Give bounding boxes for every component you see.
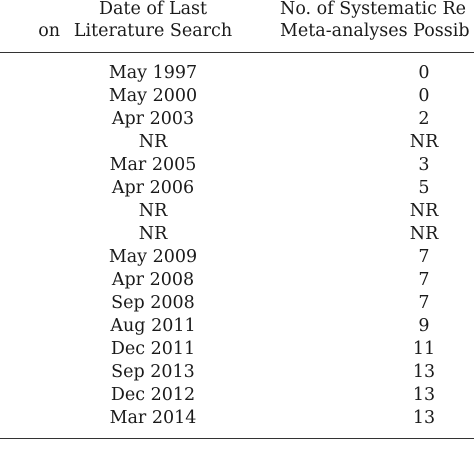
table-body: May 1997 0 May 2000 0 Apr 2003 2 NR NR Mar 2005 3…: [0, 62, 474, 430]
cell-count: 13: [412, 408, 436, 428]
column-header-date-line1: Date of Last: [98, 0, 208, 19]
cell-count: NR: [409, 224, 439, 244]
cell-count: 7: [418, 270, 430, 290]
cell-count: 0: [418, 63, 430, 83]
cell-date: Dec 2011: [110, 339, 196, 359]
cell-date: Sep 2013: [111, 362, 195, 382]
table-header-rule: [0, 52, 474, 53]
table-row: May 2009 7: [0, 246, 474, 269]
cell-date: NR: [138, 132, 168, 152]
table-row: Mar 2005 3: [0, 154, 474, 177]
table-row: Mar 2014 13: [0, 407, 474, 430]
cell-date: NR: [138, 224, 168, 244]
table-row: Sep 2008 7: [0, 292, 474, 315]
cell-count: NR: [409, 201, 439, 221]
cell-count: NR: [409, 132, 439, 152]
cell-count: 3: [418, 155, 430, 175]
cell-date: May 1997: [108, 63, 198, 83]
table-row: NR NR: [0, 200, 474, 223]
cell-count: 5: [418, 178, 430, 198]
column-header-date: Date of Last Literature Search: [60, 0, 246, 42]
cell-count: 13: [412, 362, 436, 382]
column-header-partial-text: on: [38, 21, 60, 41]
table-row: May 1997 0: [0, 62, 474, 85]
table-row: Apr 2006 5: [0, 177, 474, 200]
cell-date: Aug 2011: [110, 316, 196, 336]
column-header-count-line2: Meta-analyses Possib: [280, 21, 470, 41]
cell-date: May 2009: [108, 247, 198, 267]
cell-date: Sep 2008: [111, 293, 195, 313]
cell-date: Apr 2006: [111, 178, 195, 198]
cell-date: NR: [138, 201, 168, 221]
column-header-count-line1: No. of Systematic Re: [280, 0, 467, 19]
cell-date: Mar 2005: [109, 155, 197, 175]
cell-count: 7: [418, 293, 430, 313]
cell-count: 2: [418, 109, 430, 129]
cell-count: 7: [418, 247, 430, 267]
table-row: Apr 2003 2: [0, 108, 474, 131]
table-row: Sep 2013 13: [0, 361, 474, 384]
cell-date: Mar 2014: [109, 408, 197, 428]
table-row: May 2000 0: [0, 85, 474, 108]
table-row: NR NR: [0, 223, 474, 246]
cell-date: Apr 2003: [111, 109, 195, 129]
column-header-date-line2: Literature Search: [73, 21, 233, 41]
cell-count: 11: [412, 339, 436, 359]
cell-count: 0: [418, 86, 430, 106]
table-row: Aug 2011 9: [0, 315, 474, 338]
table-row: Apr 2008 7: [0, 269, 474, 292]
cell-date: Apr 2008: [111, 270, 195, 290]
column-header-count: No. of Systematic Re Meta-analyses Possi…: [280, 0, 474, 42]
cell-count: 9: [418, 316, 430, 336]
cell-date: Dec 2012: [110, 385, 196, 405]
table-row: Dec 2012 13: [0, 384, 474, 407]
table-bottom-rule: [0, 438, 474, 439]
cell-count: 13: [412, 385, 436, 405]
column-header-partial: on: [0, 20, 60, 42]
table-row: Dec 2011 11: [0, 338, 474, 361]
table-row: NR NR: [0, 131, 474, 154]
cell-date: May 2000: [108, 86, 198, 106]
